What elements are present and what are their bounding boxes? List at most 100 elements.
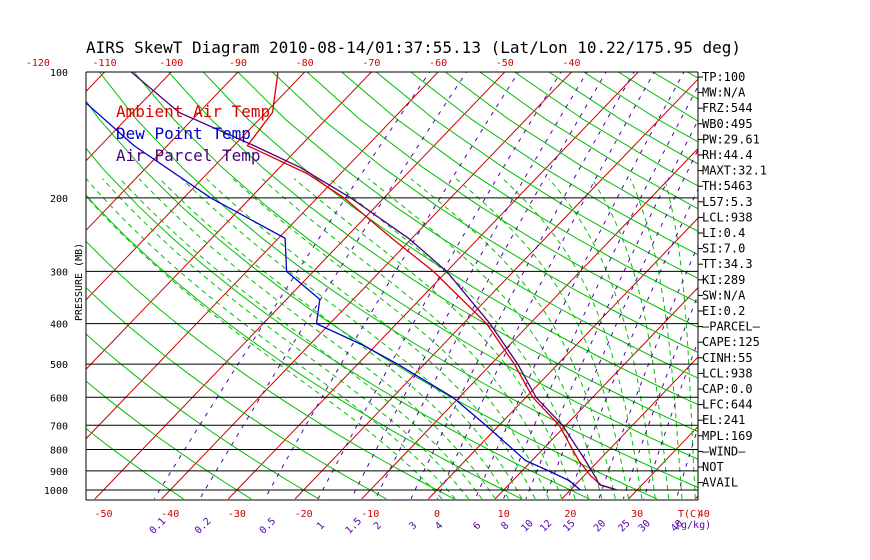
mixing-ratio-tick-label: 10 — [519, 518, 535, 534]
index-value: WB0:495 — [702, 117, 753, 131]
index-value: MW:N/A — [702, 86, 746, 100]
dry-adiabat-line — [822, 53, 870, 499]
pressure-tick-label: 1000 — [44, 486, 68, 497]
pressure-tick-label: 500 — [50, 360, 68, 371]
legend-entry-temperature: Ambient Air Temp — [116, 102, 270, 121]
index-value: EI:0.2 — [702, 304, 745, 318]
index-value: —PARCEL— — [702, 320, 761, 334]
pressure-tick-label: 200 — [50, 194, 68, 205]
index-value: LCL:938 — [702, 210, 753, 224]
index-value: PW:29.61 — [702, 132, 760, 146]
mixing-ratio-line — [153, 72, 431, 500]
pressure-tick-label: 600 — [50, 393, 68, 404]
moist-adiabat-line — [629, 178, 683, 499]
mixing-ratio-tick-label: 30 — [637, 518, 653, 534]
parcel-line — [130, 72, 618, 491]
moist-adiabat-line — [232, 178, 550, 500]
bottom-temp-tick-label: 20 — [564, 509, 576, 520]
index-value: LI:0.4 — [702, 226, 745, 240]
bottom-temp-tick-label: 40 — [698, 509, 710, 520]
isotherm-line — [86, 72, 239, 232]
mixing-ratio-line — [544, 148, 698, 500]
mixing-ratio-line — [643, 340, 698, 500]
moist-adiabat-line — [261, 178, 563, 500]
index-value: FRZ:544 — [702, 101, 753, 115]
moist-adiabat-line — [138, 178, 496, 500]
dry-adiabat-line — [133, 72, 698, 460]
mixing-ratio-tick-label: 0.5 — [258, 516, 279, 537]
dry-adiabat-line — [409, 72, 698, 256]
isotherm-line — [228, 72, 639, 500]
temperature-line — [246, 72, 618, 491]
index-value: TH:5463 — [702, 179, 753, 193]
isotherm-line — [86, 72, 373, 370]
dry-adiabat-line — [755, 53, 870, 499]
dry-adiabat-line — [375, 72, 698, 279]
isotherm-line — [494, 286, 698, 500]
mixing-ratio-unit-label: (g/kg) — [675, 520, 711, 531]
moist-adiabat-line — [664, 178, 696, 499]
dry-adiabat-line — [856, 53, 870, 499]
index-value: KI:289 — [702, 273, 745, 287]
moist-adiabat-line — [455, 178, 630, 500]
chart-title: AIRS SkewT Diagram 2010-08-14/01:37:55.1… — [86, 38, 741, 57]
dry-adiabat-line — [789, 53, 870, 499]
pressure-tick-label: 100 — [50, 68, 68, 79]
profile-lines — [86, 72, 618, 491]
dry-adiabat-line — [86, 428, 184, 500]
bottom-temp-tick-label: -40 — [161, 509, 179, 520]
dry-adiabat-line — [86, 333, 320, 500]
index-value: NOT — [702, 460, 724, 474]
mixing-ratio-tick-label: 1 — [315, 520, 327, 532]
bottom-temp-tick-label: 10 — [498, 509, 510, 520]
mixing-ratio-line — [598, 244, 698, 500]
moist-adiabat-line — [119, 178, 483, 500]
legend: Ambient Air Temp Dew Point Temp Air Parcel… — [116, 102, 270, 165]
moist-adiabat-line — [410, 178, 616, 500]
dry-adiabat-line — [86, 287, 387, 500]
dry-adiabat-line — [271, 72, 698, 353]
mixing-ratio-line — [264, 72, 520, 500]
index-value: MAXT:32.1 — [702, 164, 767, 178]
plot-frame — [85, 71, 699, 501]
moist-adiabat-line — [86, 195, 443, 500]
pressure-tick-label: 900 — [50, 467, 68, 478]
dry-adiabat-line — [237, 72, 698, 379]
mixing-ratio-tick-label: 12 — [538, 518, 554, 534]
top-temp-tick-label: -60 — [429, 58, 447, 69]
mixing-ratio-line — [317, 72, 562, 500]
dry-adiabat-line — [202, 72, 698, 406]
top-temp-tick-label: -90 — [229, 58, 247, 69]
top-temp-tick-label: -80 — [296, 58, 314, 69]
bottom-temp-tick-label: -10 — [361, 509, 379, 520]
moist-adiabat-line — [102, 178, 469, 500]
index-value: CAP:0.0 — [702, 382, 753, 396]
isotherm-line — [86, 72, 439, 440]
index-value: CAPE:125 — [702, 335, 760, 349]
mixing-ratio-tick-label: 25 — [616, 518, 632, 534]
isotherm-line — [86, 72, 306, 301]
moist-adiabat-line — [293, 178, 576, 500]
dry-adiabat-line — [167, 72, 698, 433]
index-value: L57:5.3 — [702, 195, 753, 209]
moist-adiabat-line — [368, 178, 603, 500]
moist-adiabat-line — [86, 178, 456, 500]
index-value: TT:34.3 — [702, 257, 753, 271]
pressure-tick-label: 700 — [50, 421, 68, 432]
dry-adiabat-line — [98, 72, 698, 489]
dry-adiabat-line — [86, 100, 658, 500]
index-value: SW:N/A — [702, 288, 746, 302]
mixing-ratio-line — [199, 72, 468, 500]
index-value: SI:7.0 — [702, 242, 745, 256]
top-temp-tick-label: -50 — [496, 58, 514, 69]
mixing-ratio-line — [436, 72, 655, 500]
top-temp-tick-label: -110 — [93, 58, 117, 69]
mixing-ratio-line — [350, 72, 588, 500]
dry-adiabat-line — [86, 240, 455, 500]
mixing-ratio-line — [525, 119, 698, 500]
isotherm-line — [86, 72, 172, 162]
mixing-ratio-tick-label: 4 — [433, 520, 445, 532]
top-temp-tick-label: -100 — [159, 58, 183, 69]
